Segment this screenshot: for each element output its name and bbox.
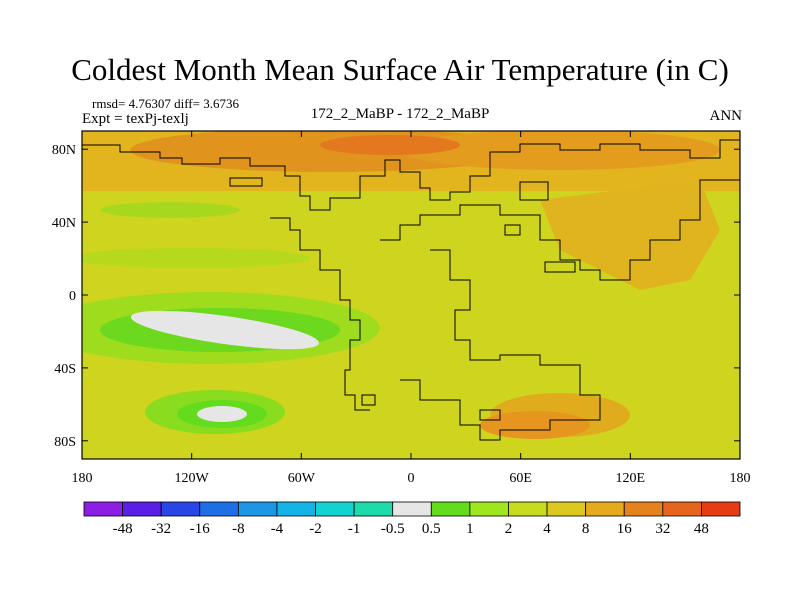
axis-ticks xyxy=(81,131,741,459)
colorbar-swatch xyxy=(237,501,278,517)
field-pacific-green-mid xyxy=(82,248,310,268)
colorbar-label: 1 xyxy=(466,521,474,537)
colorbar-swatch xyxy=(546,501,587,517)
colorbar-label: -1 xyxy=(348,521,361,537)
coastline-island-4 xyxy=(479,409,501,421)
colorbar-label: -16 xyxy=(190,521,210,537)
y-tick-label: 0 xyxy=(69,289,76,304)
colorbar-label: 8 xyxy=(582,521,590,537)
y-tick-label: 40S xyxy=(54,362,76,377)
field-south-hot xyxy=(480,411,590,439)
colorbar-swatch xyxy=(199,501,239,517)
x-tick-label: 120E xyxy=(616,471,646,486)
coastline-north xyxy=(82,139,740,211)
colorbar-swatch xyxy=(585,501,625,517)
colorbar-swatch xyxy=(623,501,664,517)
season-label: ANN xyxy=(709,108,743,124)
colorbar-swatch xyxy=(122,501,162,517)
coastline-americas xyxy=(270,217,370,411)
y-tick-label: 80S xyxy=(54,435,76,450)
colorbar-labels: -48 -32 -16 -8 -4 -2 -1 -0.5 0.5 1 2 4 8 16 32 48 xyxy=(113,521,709,537)
coastline-island-1 xyxy=(519,181,549,201)
colorbar xyxy=(83,501,741,517)
x-tick-label: 180 xyxy=(730,471,751,486)
x-tick-label: 180 xyxy=(72,471,93,486)
colorbar-swatch xyxy=(353,501,394,517)
colorbar-label: 4 xyxy=(543,521,551,537)
coastline-island-5 xyxy=(229,177,263,187)
field-zero-pool-1 xyxy=(130,310,320,350)
colorbar-label: 0.5 xyxy=(422,521,441,537)
coastline-island-3 xyxy=(544,261,576,273)
coastline-island-2 xyxy=(504,224,521,236)
y-tick-label: 80N xyxy=(52,143,76,158)
x-axis-labels: 180 120W 60W 0 60E 120E 180 xyxy=(72,471,751,486)
continent-outlines xyxy=(82,139,740,441)
field-pacific-green-north xyxy=(100,202,240,218)
colorbar-swatch xyxy=(469,501,509,517)
case-label: 172_2_MaBP - 172_2_MaBP xyxy=(310,106,490,122)
x-tick-label: 0 xyxy=(408,471,415,486)
colorbar-swatch xyxy=(430,501,471,517)
colorbar-label: -32 xyxy=(151,521,171,537)
experiment-label: Expt = texPj-texlj xyxy=(82,111,189,127)
x-tick-label: 60E xyxy=(509,471,532,486)
chart-title: Coldest Month Mean Surface Air Temperatu… xyxy=(71,52,729,87)
coastline-south xyxy=(400,249,601,441)
field-zero-pool-2 xyxy=(197,406,247,422)
x-tick-label: 60W xyxy=(288,471,316,486)
colorbar-swatch xyxy=(276,501,316,517)
x-tick-label: 120W xyxy=(175,471,210,486)
colorbar-swatch xyxy=(83,501,123,517)
colorbar-swatch xyxy=(392,501,432,517)
field-north-hot xyxy=(320,135,460,155)
colorbar-label: 16 xyxy=(617,521,633,537)
colorbar-label: -2 xyxy=(309,521,322,537)
colorbar-label: 48 xyxy=(694,521,709,537)
colorbar-label: -0.5 xyxy=(381,521,405,537)
coastline-africa-eurasia xyxy=(380,179,740,281)
colorbar-swatch xyxy=(508,501,548,517)
colorbar-label: -48 xyxy=(113,521,133,537)
y-tick-label: 40N xyxy=(52,216,76,231)
colorbar-swatch xyxy=(315,501,355,517)
colorbar-label: 2 xyxy=(505,521,513,537)
colorbar-swatch xyxy=(160,501,201,517)
stats-line: rmsd= 4.76307 diff= 3.6736 xyxy=(92,96,239,111)
colorbar-swatch xyxy=(701,501,741,517)
colorbar-swatch xyxy=(662,501,702,517)
field-asia-warm xyxy=(540,180,720,290)
colorbar-label: 32 xyxy=(655,521,670,537)
temperature-field xyxy=(82,131,740,459)
y-axis-labels: 80N 40N 0 40S 80S xyxy=(52,143,76,450)
colorbar-label: -4 xyxy=(271,521,284,537)
colorbar-label: -8 xyxy=(232,521,245,537)
coastline-island-6 xyxy=(361,394,376,406)
